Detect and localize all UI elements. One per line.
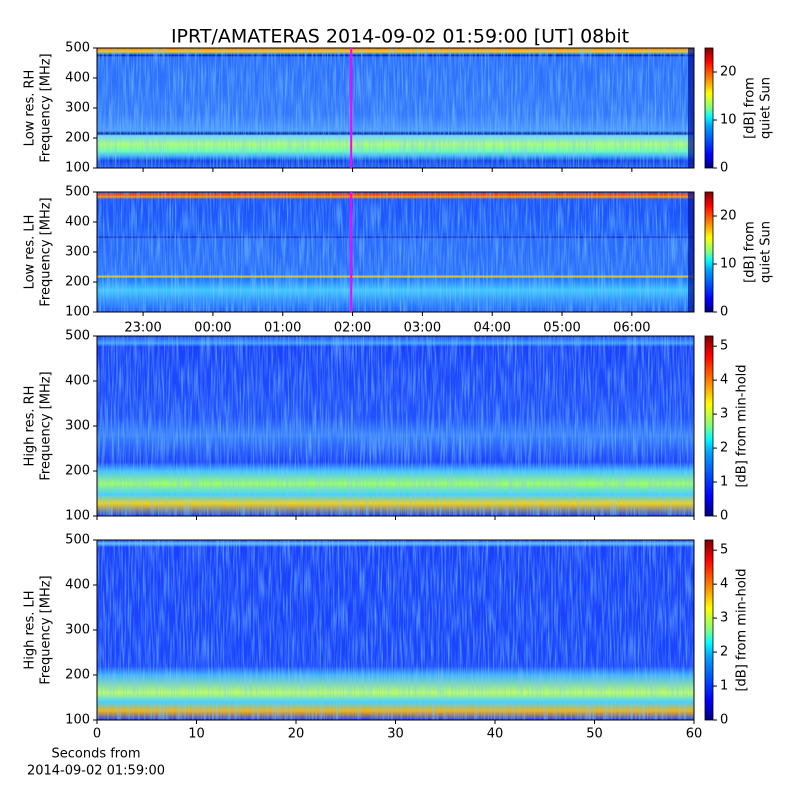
x-tick-label: 10 <box>188 727 205 742</box>
x-axis-label: Seconds from <box>51 747 140 762</box>
spectrogram-texture <box>97 336 694 516</box>
y-axis-label: Frequency [MHz] <box>39 575 54 684</box>
colorbar-tick-label: 5 <box>720 339 728 354</box>
y-tick-label: 200 <box>65 131 90 146</box>
y-axis-label: Frequency [MHz] <box>39 371 54 480</box>
colorbar-label: [dB] from min-hold <box>735 568 750 691</box>
colorbar-tick-label: 5 <box>720 543 728 558</box>
colorbar-tick-label: 1 <box>720 475 728 490</box>
x-tick-label: 0 <box>93 727 101 742</box>
colorbar <box>704 539 714 721</box>
y-tick-label: 500 <box>65 185 90 200</box>
y-tick-label: 500 <box>65 41 90 56</box>
y-axis-label: High res. LH <box>23 590 38 669</box>
y-tick-label: 400 <box>65 578 90 593</box>
colorbar-label: quiet Sun <box>759 77 774 139</box>
y-tick-label: 100 <box>65 305 90 320</box>
x-tick-label: 00:00 <box>194 321 231 336</box>
colorbar <box>704 335 714 517</box>
colorbar-tick-label: 2 <box>720 441 728 456</box>
y-tick-label: 300 <box>65 101 90 116</box>
y-tick-label: 300 <box>65 419 90 434</box>
spectrogram-texture <box>97 540 694 720</box>
colorbar-tick-label: 0 <box>720 161 728 176</box>
colorbar-tick-label: 4 <box>720 577 728 592</box>
colorbar-tick-label: 0 <box>720 713 728 728</box>
y-axis-label: Frequency [MHz] <box>39 53 54 162</box>
colorbar-tick-label: 0 <box>720 305 728 320</box>
colorbar-tick-label: 20 <box>720 209 737 224</box>
colorbar-tick-label: 10 <box>720 113 737 128</box>
y-tick-label: 100 <box>65 713 90 728</box>
colorbar-tick-label: 1 <box>720 679 728 694</box>
y-tick-label: 400 <box>65 374 90 389</box>
y-tick-label: 300 <box>65 245 90 260</box>
spectrogram-edge <box>688 48 694 168</box>
colorbar-tick-label: 4 <box>720 373 728 388</box>
colorbar-label: [dB] from <box>743 221 758 283</box>
y-axis-label: Frequency [MHz] <box>39 197 54 306</box>
colorbar <box>704 47 714 169</box>
colorbar-tick-label: 20 <box>720 65 737 80</box>
y-tick-label: 200 <box>65 275 90 290</box>
colorbar-tick-label: 3 <box>720 611 728 626</box>
x-tick-label: 60 <box>686 727 703 742</box>
x-axis-label: 2014-09-02 01:59:00 <box>27 764 165 779</box>
y-tick-label: 500 <box>65 533 90 548</box>
spectrogram-texture <box>97 192 694 312</box>
spectrogram-texture <box>97 48 694 168</box>
y-tick-label: 200 <box>65 464 90 479</box>
colorbar-tick-label: 3 <box>720 407 728 422</box>
x-tick-label: 20 <box>288 727 305 742</box>
colorbar-tick-label: 0 <box>720 509 728 524</box>
spectrogram-edge <box>688 192 694 312</box>
colorbar <box>704 191 714 313</box>
colorbar-label: [dB] from <box>743 77 758 139</box>
x-tick-label: 50 <box>586 727 603 742</box>
x-tick-label: 01:00 <box>264 321 301 336</box>
x-tick-label: 03:00 <box>404 321 441 336</box>
colorbar-tick-label: 2 <box>720 645 728 660</box>
x-tick-label: 02:00 <box>334 321 371 336</box>
y-axis-label: Low res. LH <box>23 215 38 290</box>
y-tick-label: 500 <box>65 329 90 344</box>
y-tick-label: 400 <box>65 71 90 86</box>
colorbar-label: quiet Sun <box>759 221 774 283</box>
colorbar-tick-label: 10 <box>720 257 737 272</box>
y-tick-label: 400 <box>65 215 90 230</box>
x-tick-label: 30 <box>387 727 404 742</box>
figure-title: IPRT/AMATERAS 2014-09-02 01:59:00 [UT] 0… <box>171 26 629 48</box>
x-tick-label: 23:00 <box>124 321 161 336</box>
x-tick-label: 06:00 <box>613 321 650 336</box>
y-tick-label: 100 <box>65 509 90 524</box>
x-tick-label: 05:00 <box>543 321 580 336</box>
y-axis-label: High res. RH <box>23 386 38 467</box>
y-axis-label: Low res. RH <box>23 70 38 147</box>
x-tick-label: 40 <box>487 727 504 742</box>
colorbar-label: [dB] from min-hold <box>735 364 750 487</box>
y-tick-label: 100 <box>65 161 90 176</box>
x-tick-label: 04:00 <box>473 321 510 336</box>
y-tick-label: 300 <box>65 623 90 638</box>
y-tick-label: 200 <box>65 668 90 683</box>
